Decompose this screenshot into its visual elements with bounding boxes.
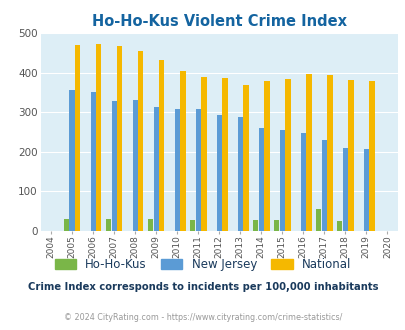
Bar — [69, 90, 75, 231]
Bar — [336, 221, 341, 231]
Bar — [258, 128, 263, 231]
Bar — [273, 220, 279, 231]
Bar — [347, 80, 353, 231]
Bar — [153, 108, 158, 231]
Bar — [159, 60, 164, 231]
Bar — [195, 109, 200, 231]
Title: Ho-Ho-Kus Violent Crime Index: Ho-Ho-Kus Violent Crime Index — [92, 14, 346, 29]
Bar — [243, 85, 248, 231]
Bar — [285, 79, 290, 231]
Bar — [117, 46, 122, 231]
Bar — [180, 71, 185, 231]
Text: © 2024 CityRating.com - https://www.cityrating.com/crime-statistics/: © 2024 CityRating.com - https://www.city… — [64, 313, 341, 322]
Bar — [279, 130, 284, 231]
Bar — [190, 220, 195, 231]
Bar — [111, 101, 117, 231]
Bar — [216, 115, 221, 231]
Bar — [75, 45, 80, 231]
Bar — [222, 78, 227, 231]
Bar — [264, 81, 269, 231]
Bar — [90, 92, 96, 231]
Bar — [138, 51, 143, 231]
Bar — [106, 219, 111, 231]
Legend: Ho-Ho-Kus, New Jersey, National: Ho-Ho-Kus, New Jersey, National — [50, 253, 355, 276]
Bar — [315, 209, 320, 231]
Bar — [252, 220, 258, 231]
Bar — [369, 81, 374, 231]
Text: Crime Index corresponds to incidents per 100,000 inhabitants: Crime Index corresponds to incidents per… — [28, 282, 377, 292]
Bar — [363, 149, 368, 231]
Bar — [96, 44, 101, 231]
Bar — [300, 133, 305, 231]
Bar — [326, 75, 332, 231]
Bar — [174, 109, 179, 231]
Bar — [342, 148, 347, 231]
Bar — [321, 140, 326, 231]
Bar — [306, 74, 311, 231]
Bar — [201, 77, 206, 231]
Bar — [147, 219, 153, 231]
Bar — [237, 117, 242, 231]
Bar — [132, 100, 137, 231]
Bar — [64, 219, 69, 231]
